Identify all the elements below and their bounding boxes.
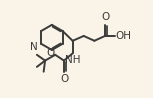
Text: NH: NH [65,55,80,65]
Text: O: O [101,12,109,22]
Text: OH: OH [115,31,131,41]
Text: O: O [60,74,69,84]
Text: O: O [47,48,55,58]
Text: N: N [30,42,37,52]
